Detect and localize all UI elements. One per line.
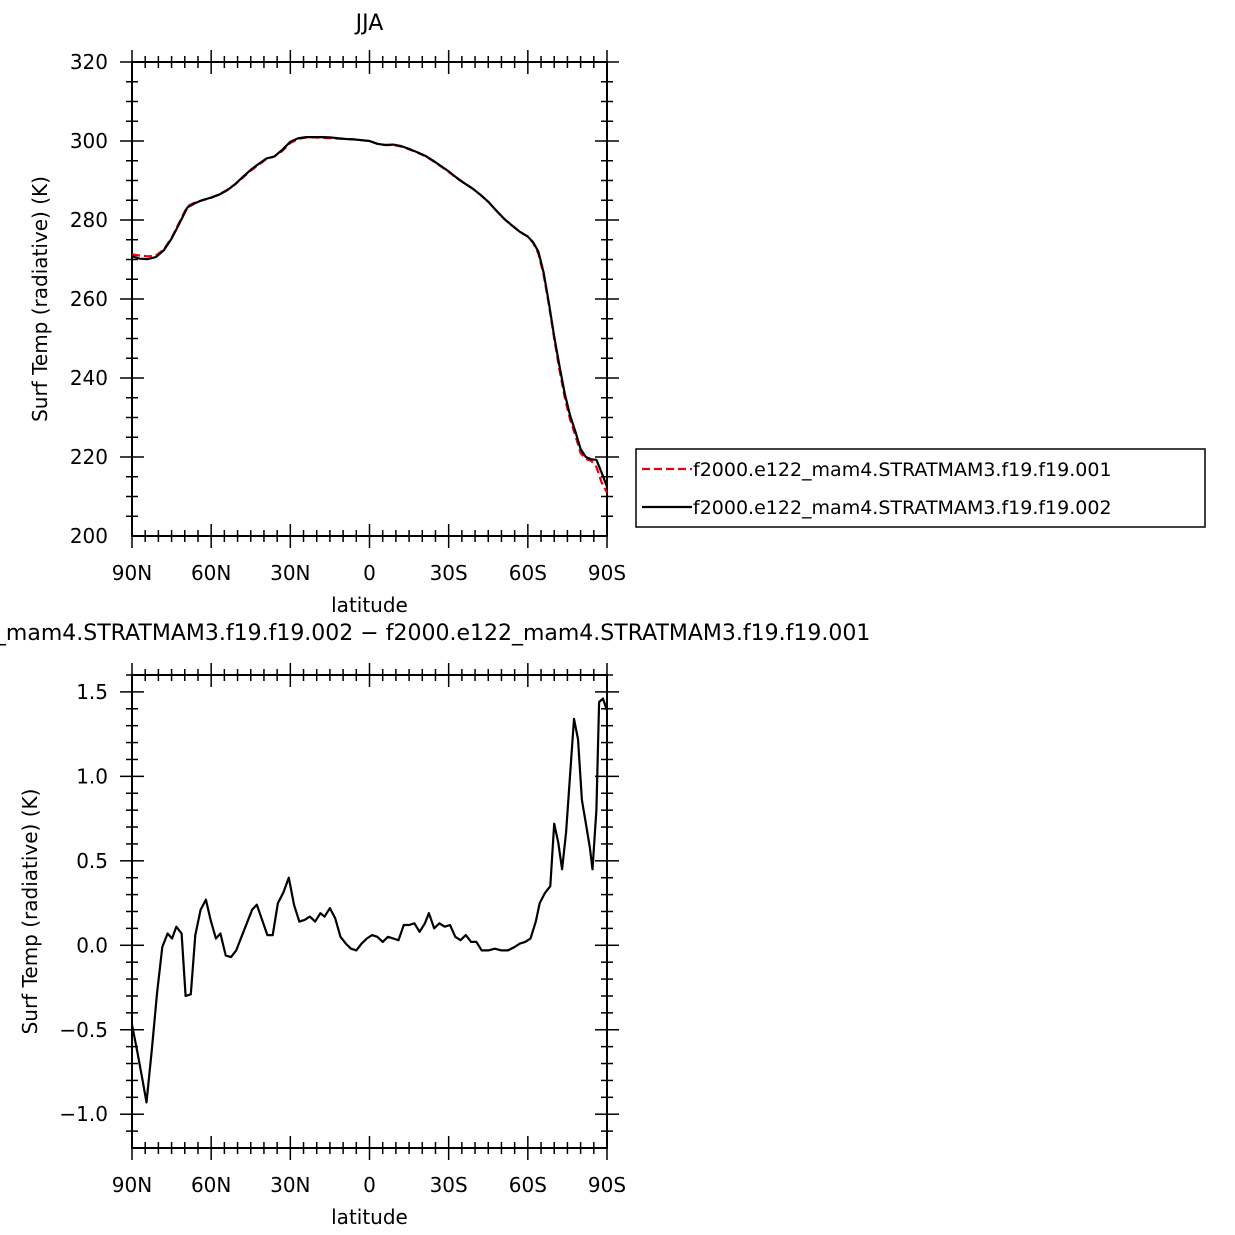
legend-entry-0: f2000.e122_mam4.STRATMAM3.f19.f19.001 bbox=[693, 459, 1112, 481]
x-tick-label: 90S bbox=[588, 1173, 626, 1197]
y-tick-label: 220 bbox=[70, 445, 108, 469]
x-axis-label: latitude bbox=[331, 1205, 408, 1229]
y-tick-label: −1.0 bbox=[59, 1102, 108, 1126]
x-tick-label: 90N bbox=[112, 561, 152, 585]
top-chart-panel: JJA 90N 60N 30N 0 30S 60S 90S 200 220 240 260 280 300… bbox=[28, 11, 1206, 617]
y-tick-label: 0.5 bbox=[76, 849, 108, 873]
y-tick-label: 240 bbox=[70, 366, 108, 390]
x-axis-label: latitude bbox=[331, 593, 408, 617]
legend-box bbox=[635, 448, 1206, 528]
x-tick-label: 0 bbox=[363, 561, 376, 585]
y-tick-label: 200 bbox=[70, 524, 108, 548]
plot-frame bbox=[131, 61, 608, 537]
x-tick-label: 90S bbox=[588, 561, 626, 585]
y-tick-label: 280 bbox=[70, 208, 108, 232]
chart-title: f2000.e122_mam4.STRATMAM3.f19.f19.002 − … bbox=[0, 621, 870, 646]
legend-entry-1: f2000.e122_mam4.STRATMAM3.f19.f19.002 bbox=[693, 497, 1112, 519]
x-tick-label: 60N bbox=[191, 561, 231, 585]
x-tick-label: 0 bbox=[363, 1173, 376, 1197]
bottom-chart-panel: f2000.e122_mam4.STRATMAM3.f19.f19.002 − … bbox=[0, 621, 870, 1229]
x-tick-label: 30N bbox=[270, 561, 310, 585]
plot-frame bbox=[131, 674, 608, 1149]
series-line-1 bbox=[132, 136, 607, 487]
y-tick-label: 300 bbox=[70, 129, 108, 153]
x-tick-label: 60S bbox=[509, 1173, 547, 1197]
x-tick-label: 30S bbox=[430, 561, 468, 585]
x-tick-label: 60S bbox=[509, 561, 547, 585]
y-tick-label: 0.0 bbox=[76, 933, 108, 957]
series-line-0 bbox=[132, 136, 607, 494]
legend: f2000.e122_mam4.STRATMAM3.f19.f19.001 f20… bbox=[635, 448, 1206, 528]
y-tick-label: −0.5 bbox=[59, 1018, 108, 1042]
x-tick-label: 90N bbox=[112, 1173, 152, 1197]
y-tick-label: 1.5 bbox=[76, 680, 108, 704]
x-tick-label: 60N bbox=[191, 1173, 231, 1197]
series-line-0 bbox=[132, 697, 607, 1104]
x-tick-label: 30S bbox=[430, 1173, 468, 1197]
chart-title: JJA bbox=[354, 11, 384, 36]
x-tick-label: 30N bbox=[270, 1173, 310, 1197]
y-tick-label: 1.0 bbox=[76, 764, 108, 788]
y-tick-label: 260 bbox=[70, 287, 108, 311]
y-axis-label: Surf Temp (radiative) (K) bbox=[28, 176, 52, 422]
y-tick-label: 320 bbox=[70, 50, 108, 74]
y-axis-label: Surf Temp (radiative) (K) bbox=[18, 789, 42, 1035]
